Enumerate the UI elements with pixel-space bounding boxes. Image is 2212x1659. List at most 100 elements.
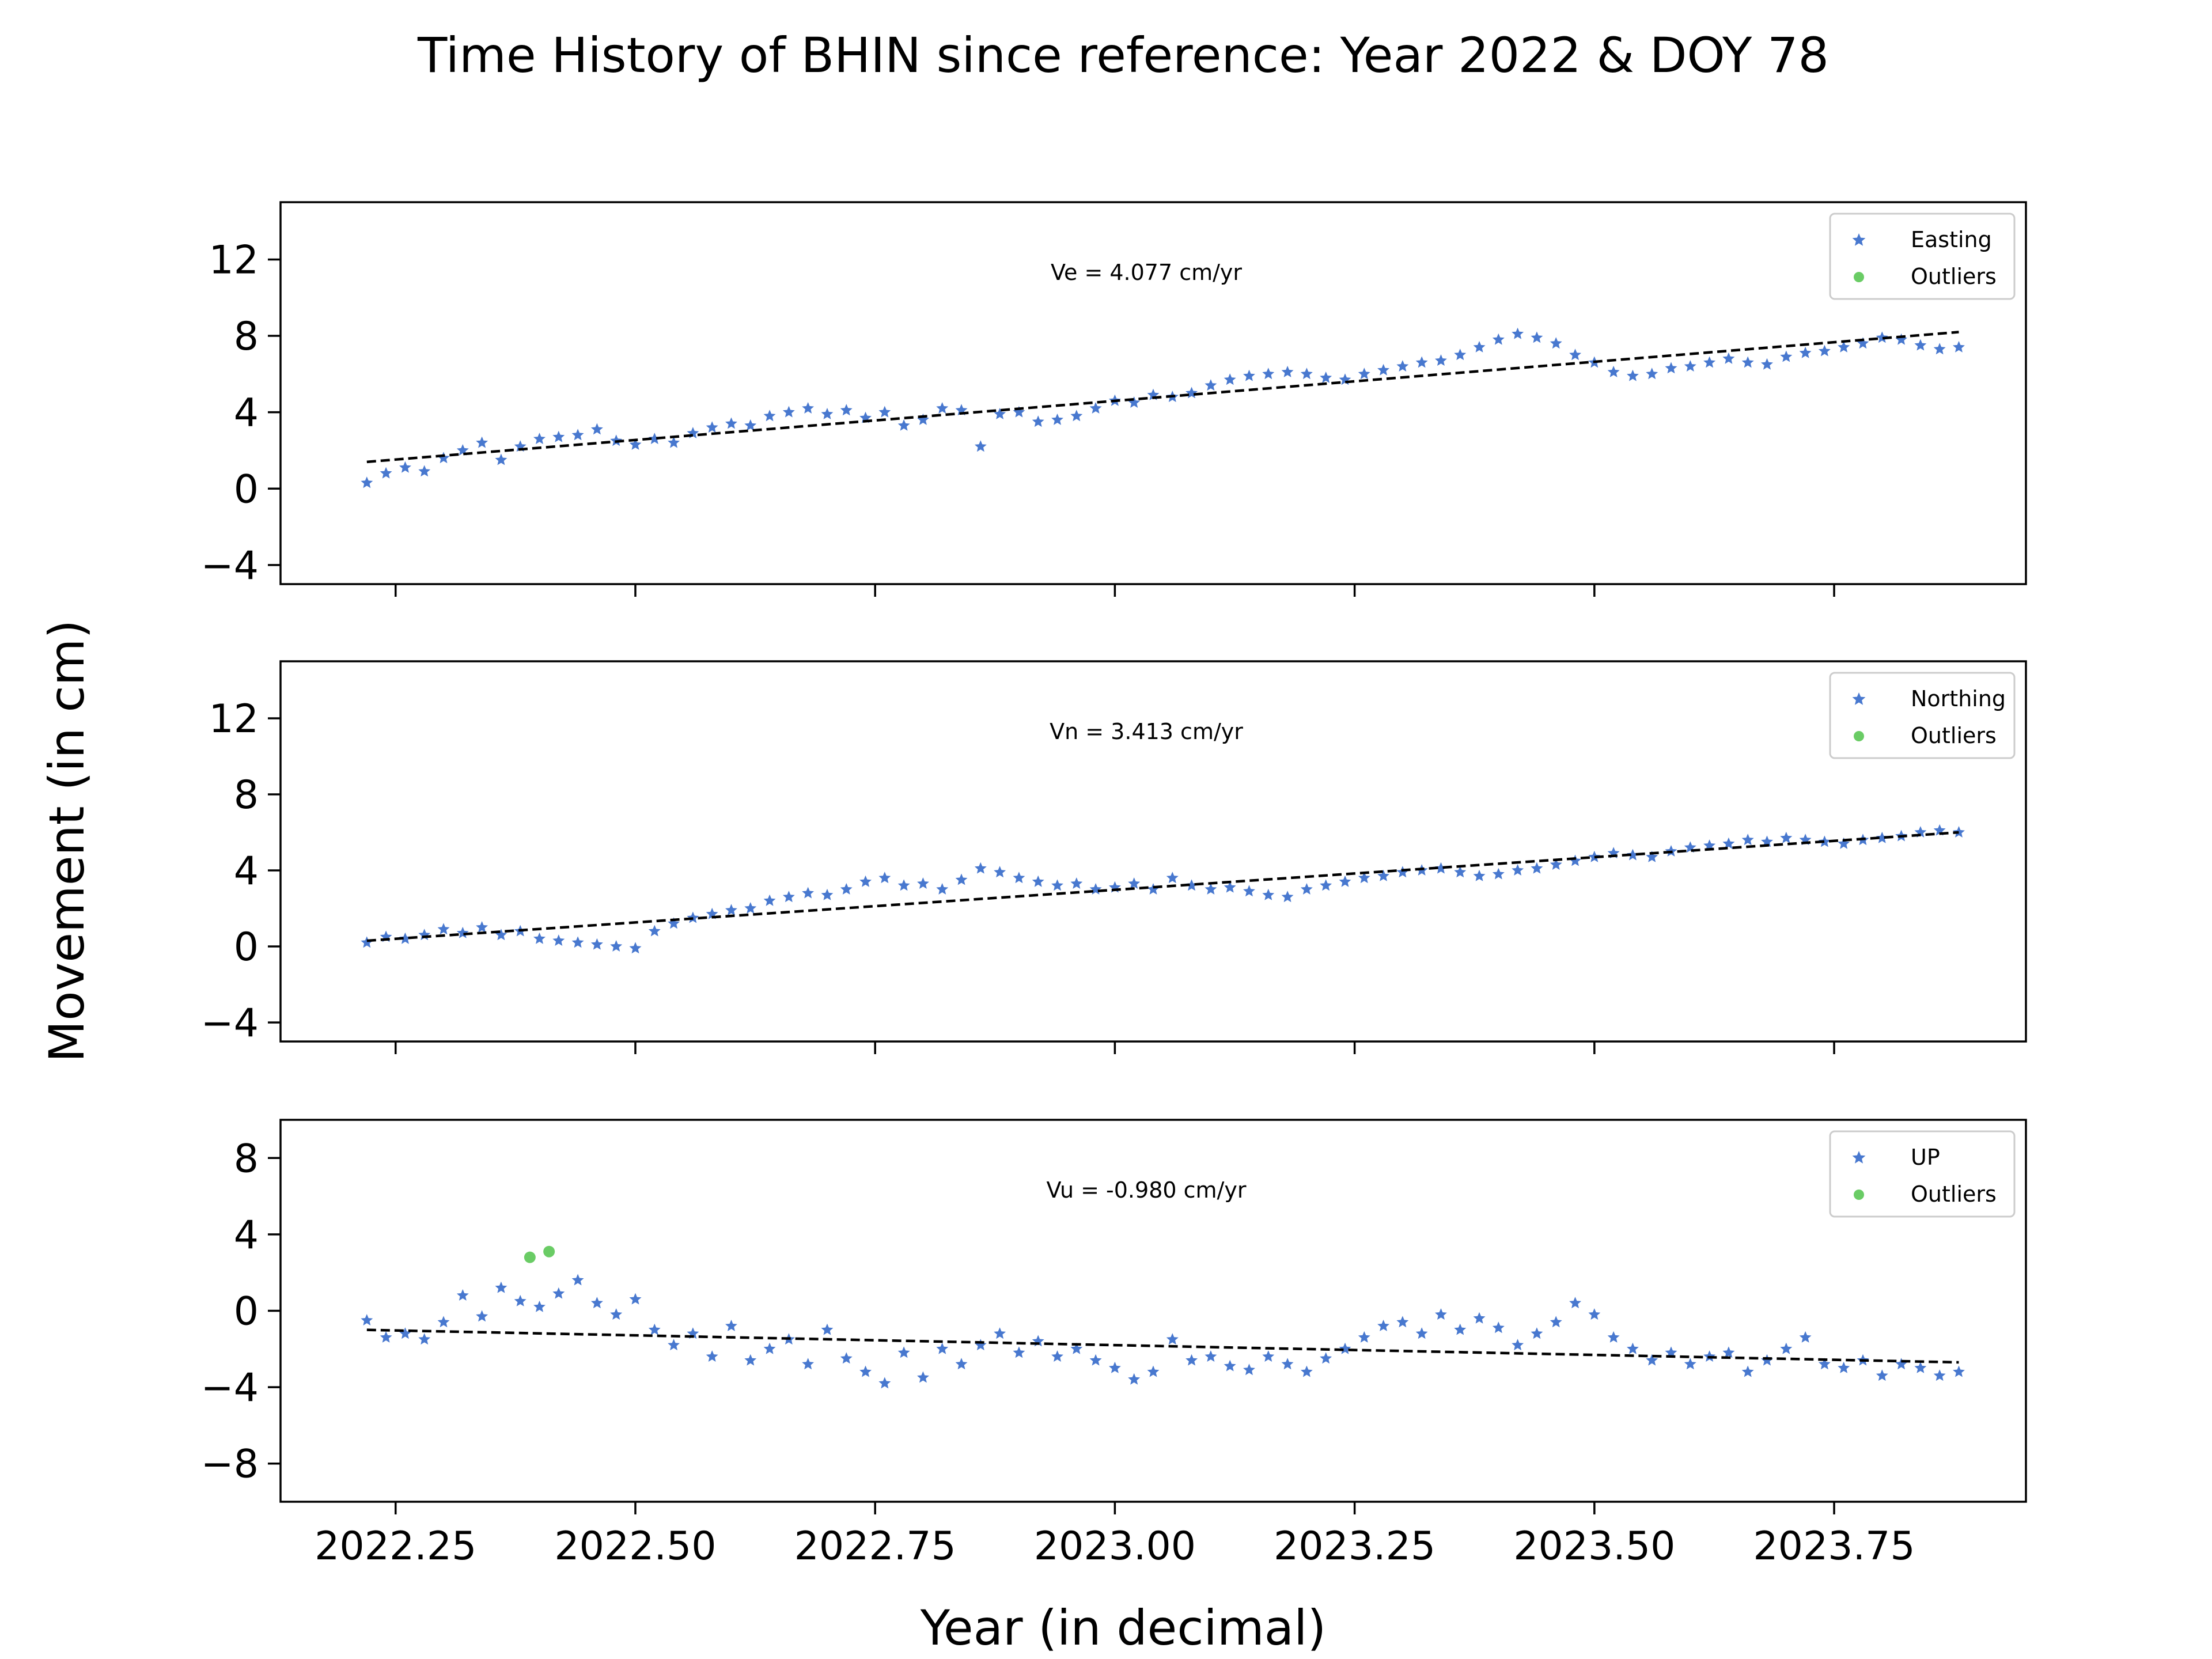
panel-up-point	[437, 1316, 450, 1328]
panel-northing-point	[1166, 872, 1179, 884]
panel-easting-ytick-label: 0	[234, 467, 259, 512]
panel-up-point	[802, 1358, 815, 1370]
panel-up-point	[725, 1320, 737, 1331]
panel-northing-point	[1473, 869, 1486, 881]
panel-up-point	[840, 1352, 853, 1364]
panel-up-legend-outlier-marker	[1854, 1190, 1864, 1200]
panel-northing-point	[802, 887, 815, 899]
panel-up-point	[1070, 1342, 1083, 1354]
panel-northing-point	[1818, 835, 1831, 847]
panel-up-point	[380, 1331, 392, 1343]
panel-northing-point	[878, 872, 891, 884]
panel-easting-point	[974, 440, 987, 452]
panel-easting-point	[1281, 366, 1294, 377]
panel-northing-point	[782, 891, 795, 903]
panel-northing-point	[1185, 879, 1198, 891]
panel-up-point	[1876, 1369, 1888, 1381]
panel-up-point	[476, 1310, 488, 1322]
panel-up-point	[1013, 1346, 1025, 1358]
panel-up-point	[974, 1339, 987, 1351]
x-tick-label: 2023.00	[1034, 1524, 1196, 1569]
panel-easting-point	[1454, 349, 1467, 361]
panel-northing-velocity-annotation: Vn = 3.413 cm/yr	[1050, 719, 1243, 744]
panel-easting-point	[399, 461, 411, 473]
panel-easting-point	[1818, 344, 1831, 357]
panel-easting-legend-star-marker	[1852, 233, 1866, 246]
panel-easting-ytick-label: 12	[209, 237, 259, 283]
panel-northing-ytick-label: −4	[201, 1001, 259, 1046]
x-tick-label: 2022.50	[554, 1524, 716, 1569]
panel-northing-point	[936, 883, 949, 895]
panel-up-point	[1205, 1350, 1217, 1362]
panel-up-point	[1396, 1316, 1409, 1328]
panel-northing-point	[994, 866, 1006, 878]
panel-northing-point	[668, 917, 680, 929]
panel-up-point	[1838, 1361, 1850, 1373]
panel-up-velocity-annotation: Vu = -0.980 cm/yr	[1047, 1177, 1247, 1203]
panel-easting-point	[1531, 331, 1543, 343]
panel-up-point	[1051, 1350, 1063, 1362]
panel-northing-point	[1224, 881, 1236, 893]
panel-up-point	[456, 1289, 469, 1301]
panel-up-point	[1665, 1346, 1677, 1358]
panel-northing-ytick-label: 8	[234, 772, 259, 818]
panel-northing-point	[1531, 862, 1543, 874]
panel-northing-point	[437, 923, 450, 935]
panel-up-point	[1454, 1323, 1467, 1335]
panel-northing-point	[399, 932, 411, 944]
panel-up-point	[1780, 1342, 1793, 1354]
panel-up-frame	[279, 1119, 2027, 1503]
panel-easting-point	[1953, 340, 1965, 353]
panel-easting-point	[1895, 333, 1907, 345]
panel-easting-point	[1569, 349, 1581, 361]
panel-easting-point	[1550, 337, 1562, 349]
panel-up-point	[1089, 1354, 1102, 1366]
panel-easting-ytick-label: 8	[234, 314, 259, 359]
panel-easting-point	[552, 430, 565, 442]
panel-up-ytick-label: 8	[234, 1136, 259, 1181]
panel-northing-point	[1512, 864, 1524, 876]
panel-up-legend-star-marker	[1852, 1151, 1866, 1164]
panel-easting-point	[1320, 372, 1332, 383]
x-axis-label: Year (in decimal)	[920, 1600, 1327, 1656]
panel-up-legend-series-label: UP	[1911, 1145, 1940, 1170]
panel-northing-ytick-label: 4	[234, 849, 259, 894]
panel-northing-point	[1032, 875, 1044, 887]
panel-easting-point	[936, 402, 949, 414]
panel-easting-point	[476, 436, 488, 448]
panel-easting-point	[571, 429, 584, 441]
panel-easting-point	[821, 408, 834, 419]
panel-easting-point	[1358, 368, 1370, 380]
panel-northing-point	[1646, 850, 1658, 862]
panel-easting-point	[590, 423, 603, 435]
panel-up-point	[571, 1274, 584, 1286]
panel-up-point	[1569, 1297, 1581, 1309]
panel-northing-legend-frame	[1829, 672, 2016, 759]
panel-up-point	[1588, 1308, 1601, 1320]
panel-easting-legend-outlier-marker	[1854, 272, 1864, 282]
panel-easting-velocity-annotation: Ve = 4.077 cm/yr	[1051, 260, 1242, 285]
panel-up-point	[1818, 1358, 1831, 1370]
panel-northing-point	[1300, 883, 1313, 895]
panel-easting-point	[648, 433, 661, 444]
panel-up-point	[1473, 1312, 1486, 1324]
panel-northing-point	[1205, 883, 1217, 895]
panel-up-point	[629, 1293, 642, 1305]
panel-up-ytick-label: 0	[234, 1289, 259, 1335]
panel-easting-point	[1665, 362, 1677, 374]
panel-up-point	[917, 1371, 929, 1383]
panel-northing-point	[1320, 879, 1332, 891]
panel-up-point	[668, 1339, 680, 1351]
panel-up-point	[418, 1333, 431, 1345]
panel-easting-point	[1473, 340, 1486, 353]
panel-up-point	[1933, 1369, 1946, 1381]
panel-easting-point	[1876, 331, 1888, 343]
panel-northing-legend: Northing Outliers	[1829, 672, 2016, 759]
panel-up-ytick-label: 4	[234, 1213, 259, 1258]
panel-up-point	[1531, 1327, 1543, 1339]
panel-easting-point	[763, 410, 776, 422]
panel-up-point	[878, 1377, 891, 1389]
panel-up-point	[1895, 1358, 1907, 1370]
panel-northing-point	[361, 936, 373, 948]
panel-up-point	[1358, 1331, 1370, 1343]
